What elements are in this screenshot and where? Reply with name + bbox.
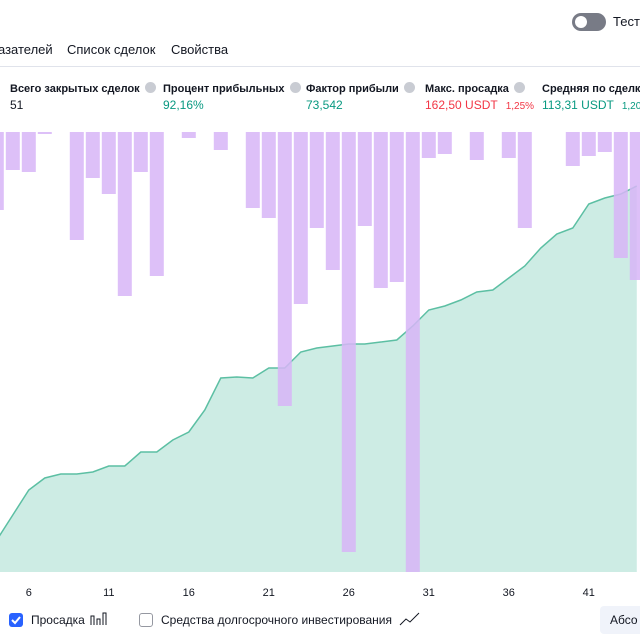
metric-value: 73,542: [306, 98, 343, 112]
tab[interactable]: Список сделок: [67, 42, 156, 57]
bar: [437, 132, 452, 154]
bar: [629, 132, 640, 280]
bar: [0, 132, 4, 210]
metric-label: Процент прибыльных: [163, 82, 301, 95]
bar: [277, 132, 292, 406]
bar: [133, 132, 148, 172]
x-tick-label: 31: [423, 587, 435, 599]
bar: [181, 132, 196, 138]
chart: 6 11 16 21 26 31 36 41: [0, 132, 640, 599]
bar: [21, 132, 36, 172]
x-tick-label: 36: [503, 587, 515, 599]
bar: [325, 132, 340, 270]
button[interactable]: Абсо: [600, 606, 640, 634]
checkbox[interactable]: [139, 613, 153, 627]
x-tick-label: 11: [103, 587, 114, 599]
bar: [469, 132, 484, 160]
metric-label-text: Всего закрытых сделок: [10, 83, 140, 95]
x-tick-label: 6: [26, 587, 32, 599]
info-icon: [289, 82, 301, 93]
metric-label-text: Средняя по сделке: [542, 83, 640, 95]
metric-label-text: Фактор прибыли: [306, 83, 399, 95]
metric-value-text: 113,31 USDT: [542, 98, 614, 112]
bar: [373, 132, 388, 288]
metric-label: Всего закрытых сделок: [10, 82, 156, 95]
bar: [309, 132, 324, 228]
metric-label: Средняя по сделке: [542, 82, 640, 95]
metric-value: 162,50 USDT 1,25%: [425, 98, 534, 112]
option-label: Просадка: [31, 613, 85, 627]
equity-line: [0, 185, 638, 537]
toggle[interactable]: [572, 13, 606, 31]
metric-value-text: 162,50 USDT: [425, 98, 498, 112]
metric-label: Макс. просадка: [425, 82, 525, 95]
button-label: Абсо: [610, 613, 638, 627]
bar: [69, 132, 84, 240]
bar: [245, 132, 260, 208]
x-tick-label: 26: [343, 587, 355, 599]
bar: [581, 132, 596, 156]
bar: [501, 132, 516, 158]
metric-value: 113,31 USDT 1,20%: [542, 98, 640, 112]
bar: [101, 132, 116, 194]
bar: [341, 132, 356, 552]
x-tick-label: 21: [263, 587, 275, 599]
bar: [565, 132, 580, 166]
bar: [389, 132, 404, 282]
metric-label-text: Макс. просадка: [425, 83, 509, 95]
tab[interactable]: азателей: [0, 42, 53, 57]
x-tick-label: 41: [583, 587, 595, 599]
metric-value: 92,16%: [163, 98, 204, 112]
info-icon: [403, 82, 415, 93]
info-icon: [513, 82, 525, 93]
metric-value-text: 73,542: [306, 98, 343, 112]
bar: [517, 132, 532, 228]
bar: [293, 132, 308, 304]
bar-icon: [90, 612, 107, 625]
metric-label: Фактор прибыли: [306, 82, 415, 95]
bar: [357, 132, 372, 226]
x-tick-label: 16: [183, 587, 195, 599]
bar: [85, 132, 100, 178]
bar: [421, 132, 436, 158]
divider: [0, 66, 640, 67]
metric-sub: 1,25%: [505, 101, 535, 112]
bar: [613, 132, 628, 258]
bar: [117, 132, 132, 296]
metric-value-text: 92,16%: [163, 98, 204, 112]
equity-area: [0, 186, 637, 572]
bar: [597, 132, 612, 152]
bar: [213, 132, 228, 150]
bar: [5, 132, 20, 170]
metric-value-text: 51: [10, 98, 24, 112]
metric-sub: 1,20%: [621, 101, 640, 112]
bar: [261, 132, 276, 218]
info-icon: [144, 82, 156, 93]
checkbox[interactable]: [9, 613, 23, 627]
option-label: Средства долгосрочного инвестирования: [161, 613, 392, 627]
bar: [149, 132, 164, 276]
line-icon: [399, 612, 420, 626]
toggle-label: Тестер: [613, 14, 640, 29]
bar: [405, 132, 420, 572]
metric-label-text: Процент прибыльных: [163, 83, 285, 95]
metric-value: 51: [10, 98, 23, 112]
tab[interactable]: Свойства: [171, 42, 229, 57]
bar: [37, 132, 52, 134]
